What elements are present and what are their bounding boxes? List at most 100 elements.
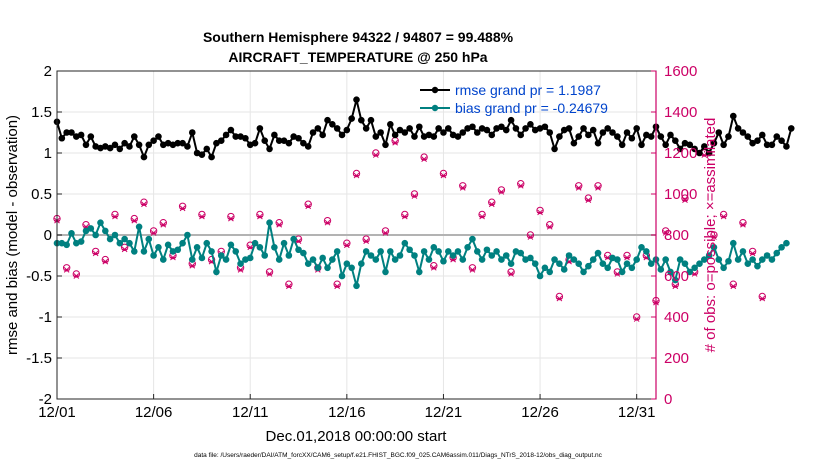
- bias-point: [725, 257, 732, 265]
- bias-point: [406, 246, 413, 254]
- obs-assimilated-marker: [488, 201, 495, 208]
- rmse-point: [686, 141, 694, 149]
- rmse-point: [130, 133, 138, 140]
- obs-possible-marker: [575, 182, 583, 190]
- obs-assimilated-marker: [479, 213, 486, 220]
- bias-point: [179, 239, 186, 247]
- bias-point: [198, 254, 206, 262]
- bias-point: [111, 231, 119, 239]
- bias-point: [411, 252, 418, 259]
- x-axis: 12/01 12/06 12/11 12/16 12/21 12/26 12/31: [38, 394, 655, 421]
- rmse-point: [720, 141, 727, 149]
- rmse-point: [483, 126, 491, 134]
- bias-point: [531, 260, 539, 268]
- obs-possible-marker: [661, 227, 670, 235]
- bias-point: [319, 254, 326, 262]
- bias-point: [676, 256, 684, 263]
- bias-point: [353, 282, 360, 290]
- obs-assimilated-marker: [353, 172, 360, 179]
- x-tick-label: 12/31: [618, 404, 656, 421]
- bias-point: [280, 239, 288, 247]
- obs-possible-marker: [362, 235, 370, 243]
- rmse-point: [734, 125, 742, 132]
- obs-possible-marker: [256, 210, 264, 219]
- bias-point: [701, 256, 708, 263]
- obs-possible-marker: [130, 214, 138, 223]
- rmse-point: [188, 129, 196, 136]
- obs-possible-marker: [459, 182, 467, 190]
- rmse-point: [184, 143, 191, 150]
- bias-point: [338, 272, 346, 280]
- obs-possible-marker: [91, 247, 100, 256]
- rmse-point: [324, 116, 331, 124]
- rmse-point: [778, 137, 785, 144]
- rmse-point: [522, 125, 529, 132]
- obs-assimilated-marker: [372, 152, 379, 158]
- bias-point: [130, 248, 138, 255]
- y-axis-right: 0 200 400 600 800 1000 1200 1400 1600: [651, 63, 697, 408]
- y-left-tick-label: 2: [44, 63, 52, 80]
- obs-assimilated-marker: [624, 254, 631, 261]
- obs-assimilated-marker: [189, 262, 196, 269]
- obs-possible-marker: [265, 268, 274, 276]
- y-left-tick-label: 1.5: [31, 104, 52, 121]
- rmse-point: [198, 151, 206, 158]
- obs-possible-marker: [478, 210, 486, 219]
- obs-assimilated-marker: [382, 230, 389, 236]
- rmse-point: [309, 129, 317, 136]
- rmse-point: [430, 133, 438, 140]
- obs-possible-marker: [594, 182, 602, 190]
- bias-point: [227, 241, 235, 249]
- bias-point: [594, 249, 602, 257]
- bias-point: [184, 231, 191, 239]
- y-right-tick-label: 1600: [664, 63, 697, 80]
- rmse-point: [145, 141, 153, 149]
- rmse-point: [676, 145, 684, 153]
- obs-possible-marker: [149, 227, 158, 235]
- rmse-point: [222, 131, 230, 139]
- bias-point: [483, 246, 491, 254]
- obs-assimilated-marker: [111, 213, 118, 220]
- rmse-point: [406, 125, 413, 132]
- bias-point: [246, 254, 254, 262]
- rmse-point: [729, 112, 737, 120]
- rmse-point: [391, 131, 399, 139]
- obs-assimilated-marker: [276, 221, 283, 228]
- bias-point: [222, 256, 230, 263]
- bias-point: [420, 248, 428, 255]
- obs-assimilated-marker: [285, 283, 292, 290]
- rmse-point: [575, 133, 583, 140]
- bias-point: [696, 260, 703, 268]
- bias-point: [102, 227, 109, 235]
- rmse-point: [362, 125, 370, 132]
- rmse-point: [488, 131, 496, 139]
- bias-point: [362, 248, 370, 255]
- obs-possible-marker: [410, 190, 419, 198]
- rmse-point: [507, 116, 515, 124]
- bias-point: [773, 249, 781, 257]
- obs-possible-marker: [207, 255, 216, 264]
- bias-series: [53, 219, 790, 290]
- x-tick-label: 12/01: [38, 404, 76, 421]
- x-tick-label: 12/16: [328, 404, 366, 421]
- bias-point: [444, 248, 452, 255]
- legend-rmse-marker: [431, 86, 439, 94]
- rmse-point: [87, 133, 95, 140]
- y-right-tick-label: 1000: [664, 186, 697, 203]
- bias-point: [391, 256, 399, 263]
- rmse-point: [372, 133, 380, 140]
- obs-possible-marker: [623, 251, 631, 260]
- legend-bias-marker: [431, 104, 439, 112]
- obs-assimilated-marker: [749, 250, 756, 257]
- bias-point: [271, 244, 278, 251]
- rmse-point: [773, 133, 781, 140]
- obs-possible-marker: [401, 210, 409, 219]
- y-right-tick-label: 800: [664, 227, 689, 244]
- bias-point: [251, 239, 259, 247]
- obs-possible-marker: [468, 264, 477, 272]
- obs-possible-marker: [517, 180, 525, 188]
- obs-possible-marker: [120, 243, 129, 252]
- obs-assimilated-marker: [440, 172, 447, 179]
- rmse-point: [667, 131, 674, 139]
